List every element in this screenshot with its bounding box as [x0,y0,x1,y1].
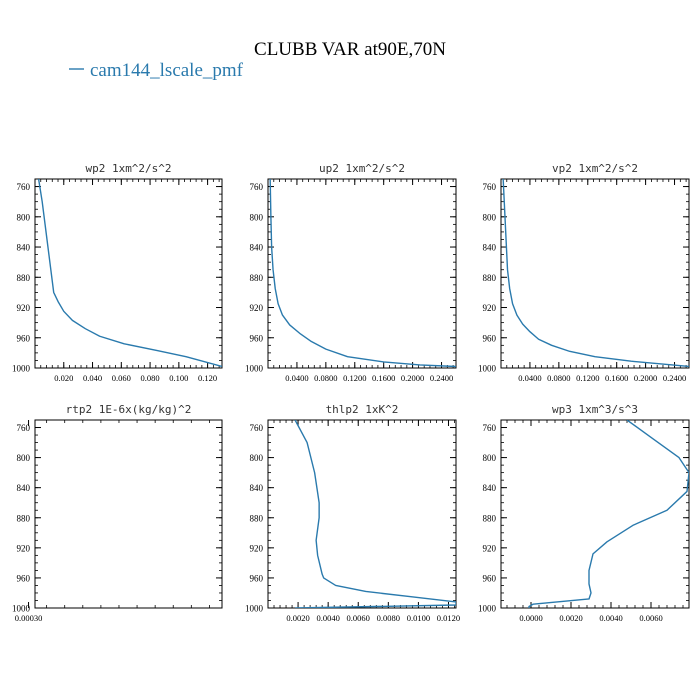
y-tick-label: 880 [250,273,264,283]
x-tick-label: 0.00030 [15,613,43,623]
subplot-rtp2: rtp2 1E-6x(kg/kg)^2 760 800 840 880 920 960 100… [12,403,223,623]
x-tick-label: 0.0120 [437,613,460,623]
x-tick-label: 0.0400 [518,373,541,383]
y-tick-label: 960 [483,333,497,343]
plot-frame [500,419,690,609]
x-tick-label: 0.0020 [286,613,309,623]
y-tick-label: 1000 [245,604,264,614]
x-tick-label: 0.0800 [547,373,570,383]
x-tick-label: 0.100 [169,373,188,383]
subplot-title: rtp2 1E-6x(kg/kg)^2 [66,403,192,416]
y-tick-label: 960 [250,573,264,583]
legend-label: cam144_lscale_pmf [90,60,244,81]
y-tick-label: 840 [17,483,31,493]
y-tick-label: 800 [483,453,497,463]
plot-frame [267,178,457,369]
y-tick-label: 840 [17,243,31,253]
y-tick-label: 1000 [478,364,497,374]
y-tick-label: 760 [250,423,264,433]
series-line [269,179,456,368]
y-tick-label: 1000 [12,364,31,374]
x-tick-label: 0.040 [83,373,102,383]
y-tick-label: 760 [483,182,497,192]
y-tick-label: 880 [483,513,497,523]
x-tick-label: 0.1200 [343,373,366,383]
y-tick-label: 880 [483,273,497,283]
y-tick-label: 920 [17,543,31,553]
plot-frame [267,419,457,609]
subplot-wp2: wp2 1xm^2/s^2 760 800 840 880 920 960 1000 0.020… [12,162,223,383]
x-tick-label: 0.0000 [519,613,542,623]
y-tick-label: 1000 [12,604,31,614]
series-line [37,179,222,368]
x-tick-label: 0.0800 [314,373,337,383]
x-tick-label: 0.2400 [430,373,453,383]
figure-title: CLUBB VAR at90E,70N [254,39,446,60]
series-line [528,420,689,608]
y-tick-label: 920 [483,303,497,313]
x-tick-label: 0.1600 [605,373,628,383]
y-tick-label: 800 [250,212,264,222]
x-tick-label: 0.1600 [372,373,395,383]
series-line [502,179,689,368]
y-tick-label: 840 [483,243,497,253]
y-tick-label: 800 [17,212,31,222]
subplot-title: thlp2 1xK^2 [326,403,399,416]
y-tick-label: 880 [17,513,31,523]
x-tick-label: 0.0040 [599,613,622,623]
x-tick-label: 0.0080 [377,613,400,623]
y-tick-label: 880 [17,273,31,283]
x-tick-label: 0.0060 [347,613,370,623]
x-tick-label: 0.0400 [285,373,308,383]
y-tick-label: 920 [250,543,264,553]
y-tick-label: 760 [17,182,31,192]
x-tick-label: 0.080 [141,373,160,383]
subplot-vp2: vp2 1xm^2/s^2 760 800 840 880 920 960 1000 0.040… [478,162,690,383]
legend: cam144_lscale_pmf [69,60,244,81]
x-tick-label: 0.0060 [639,613,662,623]
y-tick-label: 920 [17,303,31,313]
y-tick-label: 800 [483,212,497,222]
x-tick-label: 0.120 [198,373,217,383]
x-tick-label: 0.2400 [663,373,686,383]
y-tick-label: 1000 [245,364,264,374]
y-tick-label: 840 [250,483,264,493]
subplot-title: vp2 1xm^2/s^2 [552,162,638,175]
x-tick-label: 0.020 [54,373,73,383]
y-tick-label: 760 [483,423,497,433]
subplot-title: wp2 1xm^2/s^2 [85,162,171,175]
plot-frame [500,178,690,369]
y-tick-label: 960 [483,573,497,583]
y-tick-label: 1000 [478,604,497,614]
plot-frame [34,419,223,609]
subplot-title: up2 1xm^2/s^2 [319,162,405,175]
x-tick-label: 0.0020 [559,613,582,623]
subplot-up2: up2 1xm^2/s^2 760 800 840 880 920 960 1000 0.040… [245,162,457,383]
y-tick-label: 920 [483,543,497,553]
subplot-wp3: wp3 1xm^3/s^3 760 800 840 880 920 960 1000 0.000… [478,403,690,623]
y-tick-label: 840 [483,483,497,493]
y-tick-label: 920 [250,303,264,313]
y-tick-label: 960 [250,333,264,343]
y-tick-label: 880 [250,513,264,523]
y-tick-label: 800 [17,453,31,463]
plot-frame [34,178,223,369]
subplot-title: wp3 1xm^3/s^3 [552,403,638,416]
y-tick-label: 960 [17,333,31,343]
x-tick-label: 0.0040 [316,613,339,623]
x-tick-label: 0.2000 [634,373,657,383]
x-tick-label: 0.2000 [401,373,424,383]
y-tick-label: 840 [250,243,264,253]
x-tick-label: 0.060 [112,373,131,383]
y-tick-label: 760 [250,182,264,192]
y-tick-label: 760 [17,423,31,433]
series-line [294,420,456,608]
x-tick-label: 0.0100 [407,613,430,623]
y-tick-label: 800 [250,453,264,463]
x-tick-label: 0.1200 [576,373,599,383]
subplot-thlp2: thlp2 1xK^2 760 800 840 880 920 960 1000 0.0020 0… [245,403,460,623]
y-tick-label: 960 [17,573,31,583]
